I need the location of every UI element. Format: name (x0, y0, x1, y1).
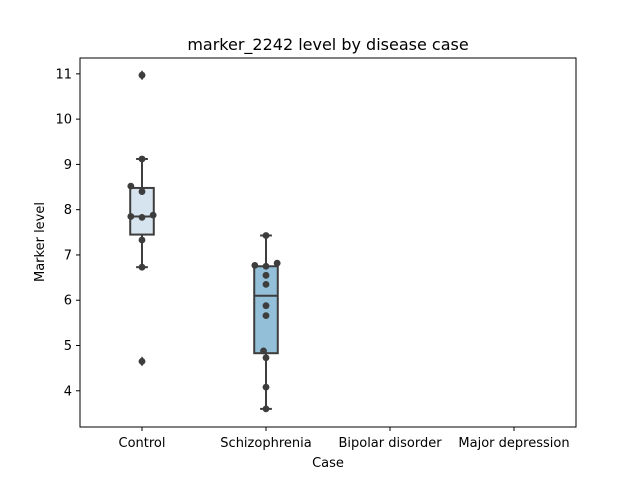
y-tick-label: 7 (64, 248, 72, 263)
y-axis: 4 5 6 7 8 9 10 11 (55, 67, 80, 399)
data-point (260, 347, 267, 355)
data-point (262, 312, 270, 320)
x-tick-label: Major depression (458, 436, 569, 451)
data-point (127, 213, 135, 220)
data-point (262, 383, 270, 391)
y-tick-label: 8 (64, 203, 72, 218)
x-axis: Control Schizophrenia Bipolar disorder Majo… (119, 427, 570, 451)
x-tick-label: Bipolar disorder (338, 436, 442, 451)
y-tick-label: 5 (64, 339, 72, 354)
data-point (262, 280, 270, 288)
x-axis-title: Case (312, 456, 344, 471)
y-tick-label: 11 (55, 67, 72, 82)
data-point (138, 188, 146, 195)
data-point (138, 71, 146, 79)
y-tick-label: 6 (64, 294, 72, 309)
x-tick-label: Schizophrenia (220, 436, 311, 451)
points (127, 71, 281, 413)
data-point (138, 236, 146, 244)
data-point (273, 259, 281, 267)
data-point (251, 261, 259, 269)
data-point (262, 354, 270, 362)
data-point (149, 211, 157, 219)
data-point (138, 263, 146, 271)
data-point (262, 262, 270, 270)
data-point (138, 155, 146, 163)
box-iqr (129, 186, 155, 236)
y-tick-label: 9 (64, 158, 72, 173)
data-point (138, 357, 146, 365)
chart-title: marker_2242 level by disease case (187, 35, 468, 55)
x-tick-label: Control (119, 436, 166, 451)
data-point (262, 271, 270, 279)
data-point (127, 182, 135, 190)
y-tick-label: 4 (64, 384, 72, 399)
plot-area (79, 57, 577, 428)
data-point (262, 232, 270, 239)
box-iqr (253, 265, 279, 355)
y-tick-label: 10 (55, 113, 72, 128)
data-point (138, 213, 146, 221)
y-axis-title: Marker level (33, 202, 48, 282)
data-point (262, 302, 270, 310)
data-point (262, 405, 270, 413)
